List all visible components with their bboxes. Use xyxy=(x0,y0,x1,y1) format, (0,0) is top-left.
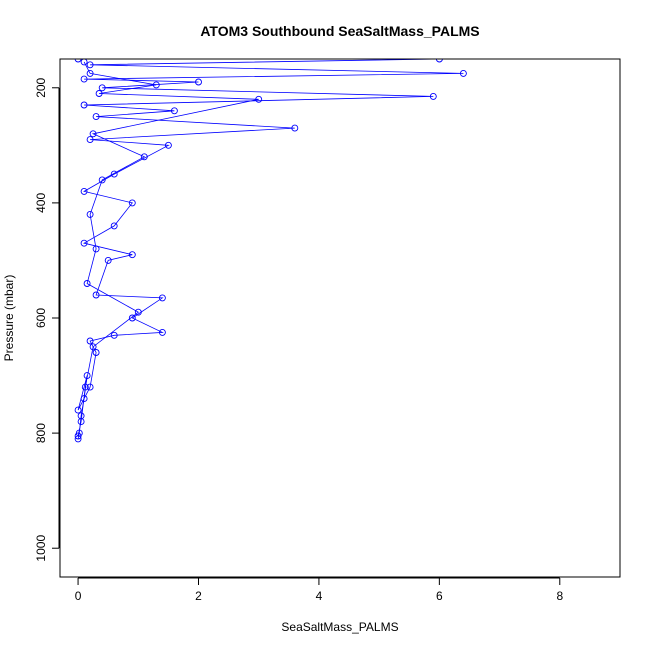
x-tick-label: 0 xyxy=(75,589,82,603)
data-point xyxy=(195,78,202,86)
plot-frame xyxy=(59,58,621,578)
series-line-2 xyxy=(77,61,259,437)
data-point xyxy=(77,418,85,426)
data-point xyxy=(429,92,437,100)
data-point xyxy=(128,314,136,322)
series-line-1 xyxy=(77,59,464,439)
x-tick-label: 2 xyxy=(195,589,202,603)
data-point xyxy=(89,343,97,351)
data-point xyxy=(86,61,94,69)
data-point xyxy=(459,69,467,77)
y-tick-label: 600 xyxy=(34,308,48,328)
axes: 0 2 4 6 8 200 400 600 800 1000 xyxy=(34,58,621,603)
data-point xyxy=(128,251,136,259)
y-tick-label: 200 xyxy=(34,77,48,97)
data-point xyxy=(435,59,443,63)
data-point xyxy=(104,256,112,264)
data-point xyxy=(255,95,263,103)
data-point xyxy=(80,239,88,247)
data-point xyxy=(80,75,88,83)
data-point xyxy=(170,107,178,115)
data-point xyxy=(134,308,142,316)
data-point xyxy=(80,101,88,109)
y-axis-label: Pressure (mbar) xyxy=(2,275,16,362)
data-point xyxy=(140,153,148,161)
data-point xyxy=(80,187,88,195)
data-point xyxy=(81,383,89,391)
x-axis-label: SeaSaltMass_PALMS xyxy=(281,620,398,634)
data-point xyxy=(83,280,91,287)
data-point xyxy=(86,69,94,77)
data-point xyxy=(86,136,94,144)
data-point xyxy=(74,59,82,63)
chart-title: ATOM3 Southbound SeaSaltMass_PALMS xyxy=(200,23,479,39)
data-point xyxy=(95,90,103,97)
data-point xyxy=(86,383,94,391)
data-point xyxy=(92,291,100,299)
data-point xyxy=(128,199,136,207)
data-point xyxy=(86,210,94,218)
data-point xyxy=(158,294,166,302)
data-point xyxy=(152,81,160,89)
data-point xyxy=(110,222,118,230)
data-point xyxy=(92,349,100,356)
data-point xyxy=(74,406,82,414)
data-point xyxy=(291,124,299,132)
data-point xyxy=(110,170,118,178)
data-point xyxy=(98,84,106,92)
data-point xyxy=(86,337,94,345)
y-tick-label: 1000 xyxy=(34,535,48,562)
y-tick-label: 800 xyxy=(34,423,48,443)
x-tick-label: 6 xyxy=(436,589,443,603)
data-point xyxy=(89,130,97,138)
data-point xyxy=(110,331,118,339)
x-tick-label: 4 xyxy=(316,589,323,603)
y-tick-label: 400 xyxy=(34,193,48,213)
plot-area xyxy=(74,59,467,443)
data-point xyxy=(164,141,172,149)
data-point xyxy=(92,113,100,121)
data-point xyxy=(98,176,106,184)
data-point xyxy=(158,328,166,336)
data-point xyxy=(80,59,88,66)
data-point xyxy=(92,245,100,253)
x-tick-label: 8 xyxy=(556,589,563,603)
data-point xyxy=(74,432,82,440)
